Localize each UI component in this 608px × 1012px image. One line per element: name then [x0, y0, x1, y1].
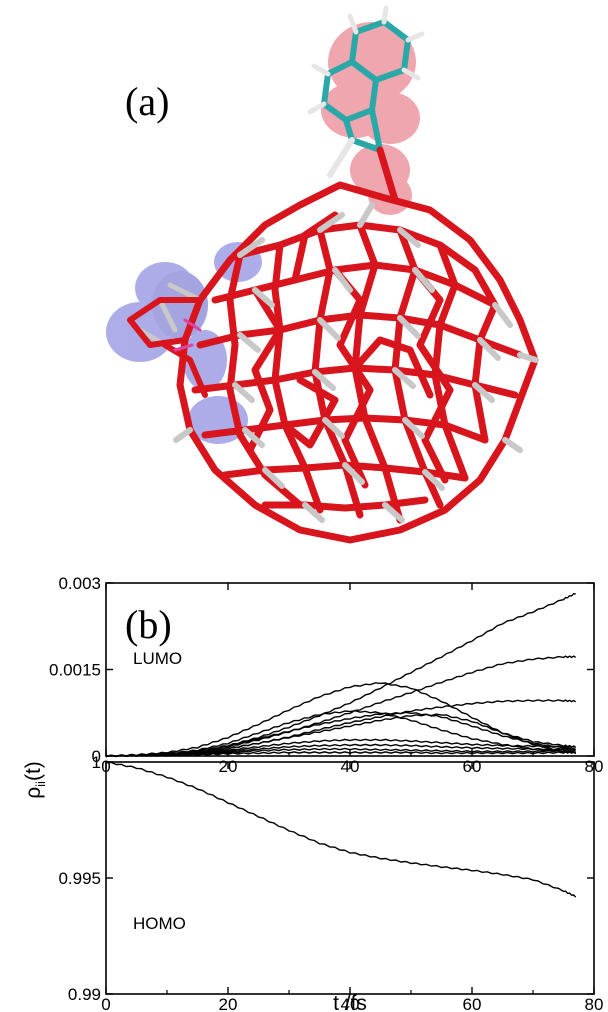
homo-x-tick-label: 0	[101, 995, 110, 1012]
oxide-cluster	[127, 181, 539, 544]
panel-a: (a)	[106, 5, 539, 544]
panel-b-label: (b)	[125, 602, 172, 647]
lumo-y-tick-label: 0.003	[58, 574, 101, 593]
lumo-series-line-0	[105, 592, 576, 758]
homo-x-tick-label: 40	[341, 995, 360, 1012]
homo-x-tick-label: 80	[585, 995, 604, 1012]
homo-y-tick-label: 0.99	[68, 985, 101, 1004]
homo-series-line-0	[105, 761, 577, 898]
homo-series-group	[105, 761, 577, 898]
homo-ticks: 0 20 40 60 80 0.99 0.995 1	[58, 753, 603, 1012]
lumo-series-group	[105, 592, 577, 758]
lumo-y-tick-label: 0.0015	[49, 661, 101, 680]
x-axis-title: t /fs	[333, 992, 367, 1012]
lumo-series-line-5	[105, 711, 577, 758]
homo-x-tick-label: 60	[463, 995, 482, 1012]
panel-a-label: (a)	[125, 79, 169, 124]
dye-molecule	[307, 5, 425, 204]
y-axis-title: ρii(t)	[22, 761, 48, 799]
lumo-label: LUMO	[133, 649, 182, 668]
homo-y-tick-label: 0.995	[58, 869, 101, 888]
homo-y-tick-label: 1	[92, 753, 101, 772]
lumo-plot-frame	[105, 582, 595, 757]
lumo-y-tick-label: 0	[92, 747, 101, 766]
homo-x-tick-label: 20	[219, 995, 238, 1012]
homo-label: HOMO	[133, 914, 186, 933]
panel-b: (b) LUMO 0 20 40 60 80 0 0.0015 0.003 HOMO 0 20 4…	[22, 574, 603, 1012]
homo-chart: HOMO 0 20 40 60 80 0.99 0.995 1	[58, 753, 603, 1012]
lumo-series-line-3	[105, 682, 577, 758]
